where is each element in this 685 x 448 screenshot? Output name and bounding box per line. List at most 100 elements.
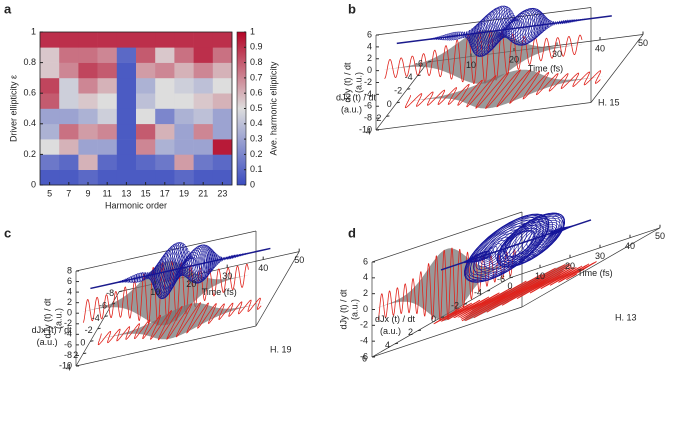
annotation: H. 15 xyxy=(598,97,620,107)
x-axis-label: Time (fs) xyxy=(202,287,237,297)
heat-cell xyxy=(174,108,194,125)
helix-ring xyxy=(503,19,522,39)
helix-ring xyxy=(522,222,560,252)
z-tick-label: 2 xyxy=(363,288,368,298)
helix-ring xyxy=(470,16,489,50)
x-tick-label: 21 xyxy=(198,188,208,198)
wave-back xyxy=(377,247,517,322)
helix-ring xyxy=(435,36,439,41)
heat-cell xyxy=(136,32,156,48)
colorbar-tick-label: 0.9 xyxy=(250,42,263,52)
helix-ring xyxy=(567,19,570,24)
y-axis-unit: (a.u.) xyxy=(341,104,362,114)
y-tick-label: -6 xyxy=(415,58,423,68)
colorbar-tick-label: 0.7 xyxy=(250,72,263,82)
z-tick-label: 6 xyxy=(67,276,72,286)
helix-ring xyxy=(496,17,517,42)
heat-cell xyxy=(193,154,214,170)
x-tick-label: 17 xyxy=(160,188,170,198)
y-axis-unit: (a.u.) xyxy=(380,326,401,336)
z-axis-unit: (a.u.) xyxy=(353,72,363,93)
helix-ring xyxy=(142,272,145,282)
y-axis-unit: (a.u.) xyxy=(37,337,58,347)
y-tick xyxy=(486,290,491,292)
y-tick xyxy=(75,365,80,367)
z-tick-label: 2 xyxy=(367,53,372,63)
helix-ring xyxy=(140,272,144,282)
y-tick-label: 1 xyxy=(31,26,36,36)
heat-cell xyxy=(59,32,79,48)
y-tick-label: 0 xyxy=(387,99,392,109)
y-tick-label: 4 xyxy=(366,126,371,136)
box-edge xyxy=(75,230,257,272)
y-tick-label: 0 xyxy=(431,314,436,324)
heat-cell xyxy=(155,123,175,140)
heat-cell xyxy=(40,123,60,140)
helix-ring xyxy=(534,227,555,244)
heat-cell xyxy=(212,93,233,109)
heat-cell xyxy=(78,47,98,63)
helix-ring xyxy=(460,31,464,39)
wave-floor xyxy=(433,261,597,325)
helix-ring xyxy=(155,250,171,295)
heat-cell xyxy=(136,47,156,63)
y-tick xyxy=(386,115,390,117)
colorbar-tick-label: 0.8 xyxy=(250,57,263,67)
heat-cell xyxy=(193,62,214,79)
y-axis-label: dJx (t) / dt xyxy=(375,314,416,324)
y-tick-label: 0.6 xyxy=(23,88,36,98)
heat-cell xyxy=(136,169,156,186)
heat-cell xyxy=(136,93,156,109)
y-tick-label: -8 xyxy=(106,288,114,298)
heat-cell xyxy=(174,169,194,186)
y-tick xyxy=(440,316,445,318)
x-tick-label: 50 xyxy=(638,38,648,48)
helix-ring xyxy=(226,256,229,260)
y-tick xyxy=(90,340,94,342)
helix-ring xyxy=(230,255,232,260)
box-edge xyxy=(371,211,523,263)
heat-cell xyxy=(40,108,60,125)
helix-ring xyxy=(581,18,583,21)
y-tick xyxy=(427,61,432,63)
x-tick-label: 10 xyxy=(466,60,476,70)
heat-cell xyxy=(212,123,233,140)
x-tick-label: 30 xyxy=(595,251,605,261)
plot-frame xyxy=(39,31,233,186)
helix-ring xyxy=(563,19,566,25)
heat-cell xyxy=(174,62,194,79)
helix-ring xyxy=(120,280,122,283)
heat-cell xyxy=(40,62,60,79)
helix-ring xyxy=(241,253,243,257)
heat-cell xyxy=(193,47,214,63)
helix-ring xyxy=(565,19,568,24)
helix-ring xyxy=(515,8,537,46)
heat-cell xyxy=(97,77,118,94)
heat-cell xyxy=(155,108,175,125)
helix-ring xyxy=(517,7,539,46)
helix-ring xyxy=(196,244,211,282)
heat-cell xyxy=(78,32,98,48)
helix-ring xyxy=(446,33,451,41)
panel-label: b xyxy=(348,1,356,16)
heat-cell xyxy=(174,47,194,63)
y-tick-label: -2 xyxy=(394,86,402,96)
helix-ring xyxy=(575,19,578,22)
helix-ring xyxy=(483,6,511,55)
helix-ring xyxy=(208,250,215,273)
helix-ring xyxy=(513,217,563,258)
heat-cell xyxy=(116,169,137,186)
annotation: H. 19 xyxy=(270,344,292,354)
heat-cell xyxy=(97,32,118,48)
heat-cell xyxy=(136,77,156,94)
x-tick-label: 30 xyxy=(222,271,232,281)
y-tick xyxy=(396,101,400,104)
heat-cell xyxy=(174,32,194,48)
wave-floor xyxy=(97,297,262,346)
panel-label: a xyxy=(4,1,12,16)
helix-ring xyxy=(570,225,573,228)
helix-ring xyxy=(190,245,207,284)
helix-ring xyxy=(223,256,226,261)
y-tick-label: 2 xyxy=(73,350,78,360)
heat-cell xyxy=(59,123,79,140)
